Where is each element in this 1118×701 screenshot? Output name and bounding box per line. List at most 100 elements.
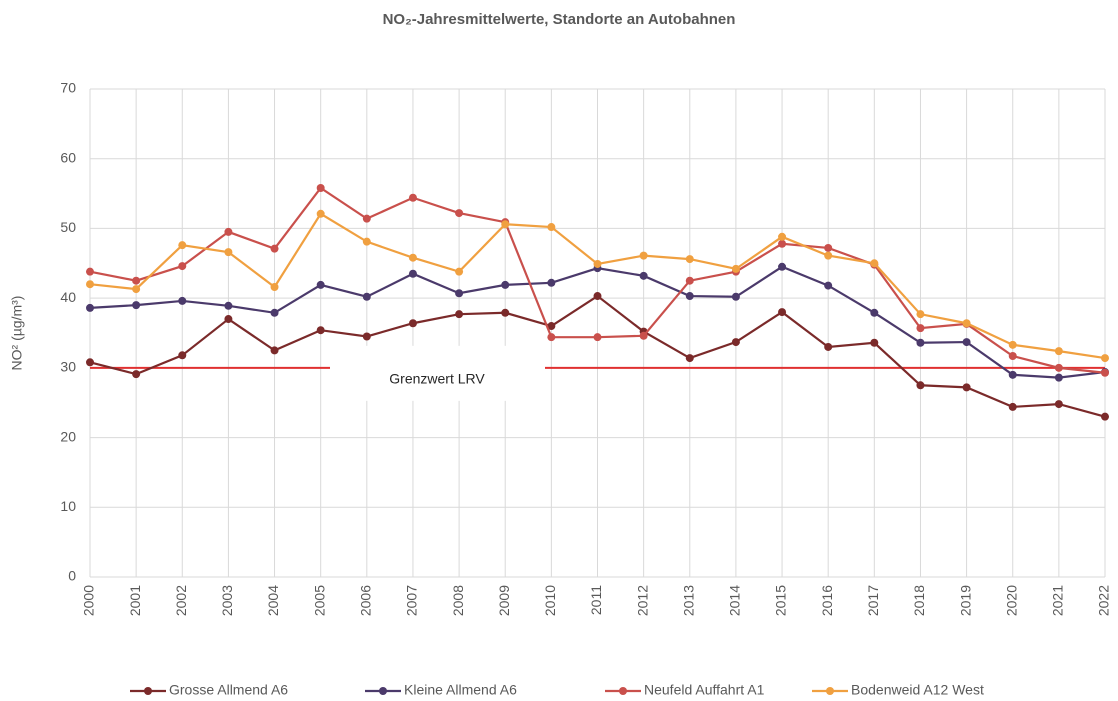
point — [132, 370, 141, 379]
point — [731, 264, 740, 273]
point — [455, 209, 464, 218]
point — [962, 338, 971, 347]
y-tick-label: 20 — [60, 428, 76, 444]
point — [593, 333, 602, 342]
point — [408, 269, 417, 278]
point — [86, 267, 94, 276]
point — [778, 262, 787, 271]
y-axis-label: NO² (µg/m³) — [9, 296, 25, 371]
point — [178, 241, 187, 250]
x-tick-label: 2005 — [311, 585, 327, 616]
reference-label-box — [330, 345, 545, 401]
point — [962, 383, 971, 392]
point — [132, 301, 141, 310]
legend-marker — [619, 687, 627, 695]
x-tick-label: 2007 — [404, 585, 420, 616]
x-tick-label: 2013 — [680, 585, 696, 616]
x-tick-label: 2020 — [1003, 585, 1019, 616]
x-tick-label: 2017 — [865, 585, 881, 616]
y-tick-label: 40 — [60, 289, 76, 305]
x-tick-label: 2015 — [773, 585, 789, 616]
point — [547, 278, 556, 287]
y-tick-label: 0 — [68, 568, 76, 584]
point — [639, 271, 648, 280]
point — [731, 338, 740, 347]
x-tick-label: 2001 — [127, 585, 143, 616]
point — [824, 251, 833, 260]
point — [870, 308, 879, 317]
point — [1054, 363, 1063, 372]
point — [1008, 402, 1017, 411]
point — [362, 214, 371, 223]
point — [408, 193, 417, 202]
legend-marker — [379, 687, 387, 695]
y-tick-label: 30 — [60, 359, 76, 375]
y-tick-label: 50 — [60, 219, 76, 235]
point — [916, 338, 925, 347]
point — [270, 282, 279, 291]
point — [916, 310, 925, 319]
point — [86, 358, 94, 367]
point — [916, 324, 925, 333]
x-tick-label: 2018 — [911, 585, 927, 616]
legend-marker — [144, 687, 152, 695]
point — [1008, 352, 1017, 361]
point — [962, 319, 971, 328]
y-tick-label: 60 — [60, 149, 76, 165]
point — [455, 267, 464, 276]
point — [916, 381, 925, 390]
point — [1054, 347, 1063, 356]
point — [86, 303, 94, 312]
point — [362, 237, 371, 246]
x-tick-label: 2009 — [496, 585, 512, 616]
point — [316, 183, 325, 192]
x-tick-label: 2004 — [265, 585, 281, 616]
point — [1008, 370, 1017, 379]
point — [362, 332, 371, 341]
point — [86, 280, 94, 289]
point — [501, 308, 510, 317]
point — [685, 354, 694, 363]
x-tick-label: 2012 — [634, 585, 650, 616]
point — [501, 280, 510, 289]
point — [178, 296, 187, 305]
y-tick-label: 70 — [60, 80, 76, 96]
point — [316, 326, 325, 335]
x-tick-label: 2021 — [1050, 585, 1066, 616]
point — [547, 223, 556, 232]
x-tick-label: 2010 — [542, 585, 558, 616]
point — [178, 262, 187, 271]
point — [224, 301, 233, 310]
point — [316, 280, 325, 289]
point — [778, 308, 787, 317]
x-tick-label: 2022 — [1096, 585, 1112, 616]
point — [547, 333, 556, 342]
x-tick-label: 2008 — [450, 585, 466, 616]
point — [778, 232, 787, 241]
point — [870, 259, 879, 268]
legend-label: Kleine Allmend A6 — [404, 682, 517, 698]
point — [408, 319, 417, 328]
point — [1008, 340, 1017, 349]
point — [639, 331, 648, 340]
point — [362, 292, 371, 301]
point — [132, 276, 141, 285]
point — [870, 338, 879, 347]
point — [593, 259, 602, 268]
point — [1054, 400, 1063, 409]
point — [1054, 373, 1063, 382]
point — [224, 315, 233, 324]
x-tick-label: 2014 — [727, 585, 743, 616]
x-tick-label: 2003 — [219, 585, 235, 616]
x-tick-label: 2016 — [819, 585, 835, 616]
point — [685, 292, 694, 301]
point — [778, 239, 787, 248]
point — [685, 276, 694, 285]
x-tick-label: 2000 — [81, 585, 97, 616]
point — [178, 351, 187, 360]
reference-label: Grenzwert LRV — [389, 371, 485, 387]
x-tick-label: 2011 — [588, 585, 604, 615]
legend-label: Bodenweid A12 West — [851, 682, 984, 698]
point — [685, 255, 694, 264]
x-tick-label: 2006 — [358, 585, 374, 616]
